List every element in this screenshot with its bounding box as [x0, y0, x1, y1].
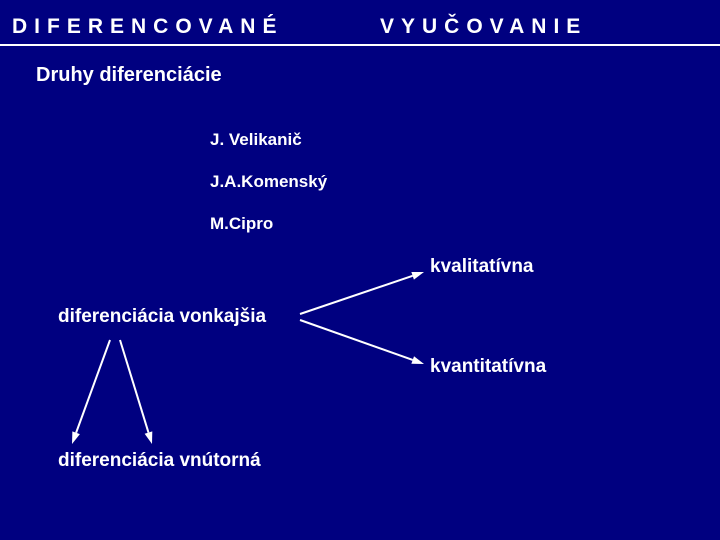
title-right: VYUČOVANIE [380, 15, 587, 39]
title-row: DIFERENCOVANÉ VYUČOVANIE [0, 8, 720, 46]
title-left: DIFERENCOVANÉ [12, 15, 283, 39]
slide: DIFERENCOVANÉ VYUČOVANIE Druhy diferenci… [0, 0, 720, 540]
title-underline [0, 44, 720, 46]
label-kvalitativna: kvalitatívna [430, 256, 534, 278]
subtitle: Druhy diferenciácie [36, 64, 222, 87]
label-kvantitativna: kvantitatívna [430, 356, 546, 378]
label-vnutorna: diferenciácia vnútorná [58, 450, 261, 472]
author-cipro: M.Cipro [210, 214, 273, 234]
author-komensky: J.A.Komenský [210, 172, 327, 192]
label-vonkajsia: diferenciácia vonkajšia [58, 306, 266, 328]
author-velikanic: J. Velikanič [210, 130, 302, 150]
